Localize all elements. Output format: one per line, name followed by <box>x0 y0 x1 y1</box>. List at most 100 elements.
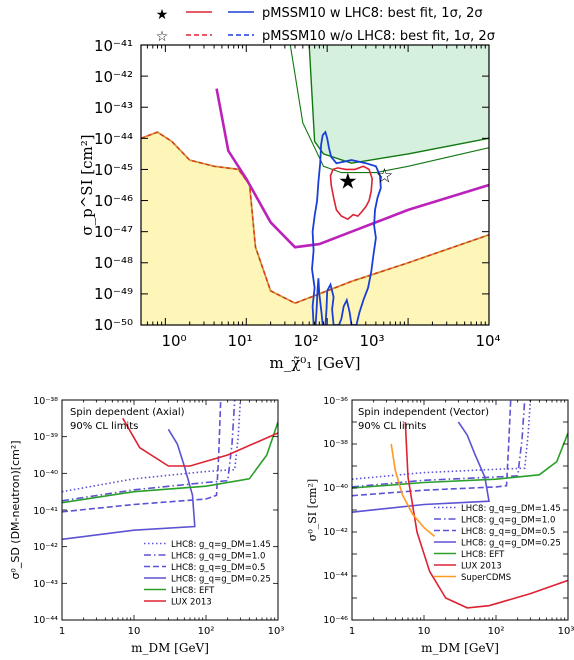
legend-open-star-icon: ☆ <box>156 29 169 45</box>
br-y-tick-labels: 10⁻⁴⁶ 10⁻⁴⁴ 10⁻⁴² 10⁻⁴⁰ 10⁻³⁸ 10⁻³⁶ <box>323 396 348 626</box>
top-x-tick-labels: 10⁰ 10¹ 10² 10³ 10⁴ <box>161 332 500 350</box>
y-tick-label: 10⁻⁴³ <box>33 579 58 590</box>
neutrino-floor-dashed-line <box>141 131 489 304</box>
y-tick-label: 10⁻⁴⁴ <box>33 615 58 626</box>
spin-independent-plot: Spin independent (Vector) 90% CL limits … <box>306 396 574 655</box>
bl-title: Spin dependent (Axial) <box>70 407 185 418</box>
legend-label-wo-lhc8: pMSSM10 w/o LHC8: best fit, 1σ, 2σ <box>262 29 495 44</box>
legend-label: LHC8: g_q=g_DM=1.0 <box>461 516 555 526</box>
legend-label: LHC8: g_q=g_DM=1.0 <box>171 552 265 562</box>
legend-label: LHC8: g_q=g_DM=1.45 <box>461 504 561 514</box>
y-tick-label: 10⁻³⁸ <box>323 439 348 450</box>
legend-label: SuperCDMS <box>461 573 511 583</box>
br-x-axis-label: m_DM [GeV] <box>421 641 499 655</box>
top-axis-ticks <box>140 44 489 326</box>
legend-label: LHC8: EFT <box>461 550 505 560</box>
series-line-6 <box>390 443 436 538</box>
series-line-0 <box>352 400 532 480</box>
x-tick-label: 1 <box>59 626 65 637</box>
y-tick-label: 10⁻⁴² <box>94 68 133 86</box>
y-tick-label: 10⁻⁴² <box>33 542 58 553</box>
series-line-3 <box>352 421 490 513</box>
br-y-axis-label: σ⁰_SI [cm²] <box>306 479 319 541</box>
x-tick-label: 1 <box>349 626 355 637</box>
br-axis-ticks <box>351 399 569 621</box>
bl-x-axis-label: m_DM [GeV] <box>131 641 209 655</box>
x-tick-label: 10² <box>198 626 215 637</box>
best-fit-w-lhc8-marker: ★ <box>338 169 358 194</box>
y-tick-label: 10⁻³⁹ <box>33 432 58 443</box>
legend-label: LUX 2013 <box>461 562 502 572</box>
green-outer-line <box>308 45 489 164</box>
bl-axis-ticks <box>61 399 279 621</box>
x-tick-label: 10¹ <box>227 332 252 350</box>
br-x-tick-labels: 1 10 10² 10³ <box>349 626 574 637</box>
legend-label: LHC8: g_q=g_DM=0.25 <box>461 539 561 549</box>
y-tick-label: 10⁻⁴⁶ <box>94 192 133 210</box>
x-tick-label: 10 <box>128 626 141 637</box>
green-region <box>309 45 489 164</box>
best-fit-wo-lhc8-marker: ☆ <box>375 164 393 188</box>
y-tick-label: 10⁻⁴⁸ <box>94 254 133 272</box>
y-tick-label: 10⁻³⁸ <box>33 396 58 407</box>
bl-subtitle: 90% CL limits <box>70 421 138 432</box>
x-tick-label: 10³ <box>359 332 384 350</box>
yellow-excluded-region <box>141 132 489 325</box>
top-y-tick-labels: 10⁻⁵⁰ 10⁻⁴⁹ 10⁻⁴⁸ 10⁻⁴⁷ 10⁻⁴⁶ 10⁻⁴⁵ 10⁻⁴… <box>94 37 133 334</box>
top-legend: ★ pMSSM10 w LHC8: best fit, 1σ, 2σ ☆ pMS… <box>156 6 495 45</box>
bl-y-tick-labels: 10⁻⁴⁴ 10⁻⁴³ 10⁻⁴² 10⁻⁴¹ 10⁻⁴⁰ 10⁻³⁹ 10⁻³… <box>33 396 58 626</box>
x-tick-label: 10⁴ <box>475 332 500 350</box>
br-title: Spin independent (Vector) <box>358 407 489 418</box>
legend-label: LHC8: g_q=g_DM=1.45 <box>171 540 271 550</box>
y-tick-label: 10⁻⁴³ <box>94 99 133 117</box>
x-tick-label: 10² <box>488 626 505 637</box>
legend-label: LHC8: g_q=g_DM=0.25 <box>171 575 271 585</box>
y-tick-label: 10⁻⁴² <box>323 527 348 538</box>
y-tick-label: 10⁻⁴⁴ <box>323 571 348 582</box>
series-line-4 <box>62 421 278 504</box>
y-tick-label: 10⁻⁴⁰ <box>33 469 58 480</box>
y-tick-label: 10⁻⁴¹ <box>94 37 133 55</box>
top-x-axis-label: m_χ̃⁰₁ [GeV] <box>269 354 360 372</box>
br-subtitle: 90% CL limits <box>358 421 426 432</box>
x-tick-label: 10³ <box>558 626 574 637</box>
y-tick-label: 10⁻⁴⁹ <box>94 285 133 303</box>
top-plot: ★ ☆ 10⁰ 10¹ 10² 10³ 10⁴ 10⁻⁵⁰ 10⁻⁴⁹ 10⁻⁴… <box>78 37 501 372</box>
y-tick-label: 10⁻⁴⁰ <box>323 483 348 494</box>
legend-label-w-lhc8: pMSSM10 w LHC8: best fit, 1σ, 2σ <box>262 6 483 21</box>
x-tick-label: 10³ <box>268 626 285 637</box>
x-tick-label: 10⁰ <box>161 332 186 350</box>
legend-filled-star-icon: ★ <box>156 7 169 23</box>
series-line-5 <box>122 417 278 467</box>
legend-label: LHC8: g_q=g_DM=0.5 <box>171 563 265 573</box>
y-tick-label: 10⁻⁴⁷ <box>94 223 133 241</box>
green-inner-line <box>289 45 489 174</box>
y-tick-label: 10⁻⁴⁵ <box>94 161 133 179</box>
magenta-limit-line <box>215 88 489 249</box>
series-line-3 <box>62 428 196 541</box>
series-line-1 <box>62 400 236 502</box>
series-line-4 <box>352 432 568 489</box>
legend-label: LUX 2013 <box>171 598 212 608</box>
top-y-axis-label: σ_p^SI [cm²] <box>78 134 96 235</box>
red-1sigma-contour <box>329 165 374 221</box>
x-tick-label: 10² <box>293 332 318 350</box>
x-tick-label: 10 <box>418 626 431 637</box>
y-tick-label: 10⁻⁴⁶ <box>323 615 348 626</box>
y-tick-label: 10⁻⁴⁴ <box>94 130 133 148</box>
spin-dependent-plot: Spin dependent (Axial) 90% CL limits 10⁻… <box>9 396 284 655</box>
bl-x-tick-labels: 1 10 10² 10³ <box>59 626 285 637</box>
series-line-0 <box>62 400 242 493</box>
legend-label: LHC8: EFT <box>171 586 215 596</box>
y-tick-label: 10⁻⁴¹ <box>33 506 58 517</box>
series-line-2 <box>352 400 512 497</box>
series-line-5 <box>404 421 568 609</box>
legend-label: LHC8: g_q=g_DM=0.5 <box>461 527 555 537</box>
blue-2sigma-contour <box>311 130 382 325</box>
bl-y-axis-label: σ⁰_SD (DM-neutron)[cm²] <box>9 440 22 579</box>
y-tick-label: 10⁻³⁶ <box>323 396 348 407</box>
y-tick-label: 10⁻⁵⁰ <box>94 316 133 334</box>
